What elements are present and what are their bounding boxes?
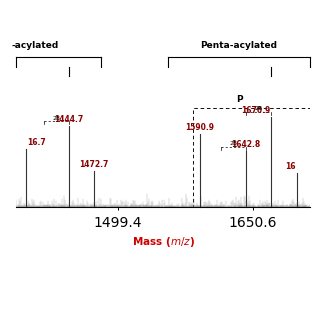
Bar [193, 108, 310, 207]
Text: 28: 28 [53, 116, 61, 121]
Text: 28: 28 [229, 141, 237, 147]
Text: 16: 16 [286, 163, 296, 172]
Text: Penta-acylated: Penta-acylated [201, 41, 277, 50]
Text: 1670.9: 1670.9 [241, 106, 270, 115]
Text: P: P [236, 95, 242, 104]
Text: -acylated: -acylated [12, 41, 59, 50]
Text: 1472.7: 1472.7 [80, 160, 109, 169]
Text: 1642.8: 1642.8 [231, 140, 260, 149]
Text: 28: 28 [255, 107, 262, 111]
Text: 16.7: 16.7 [27, 138, 46, 147]
Text: 1444.7: 1444.7 [55, 115, 84, 124]
Text: 1590.9: 1590.9 [185, 123, 214, 132]
X-axis label: Mass ($\mathit{m/z}$): Mass ($\mathit{m/z}$) [132, 235, 195, 249]
